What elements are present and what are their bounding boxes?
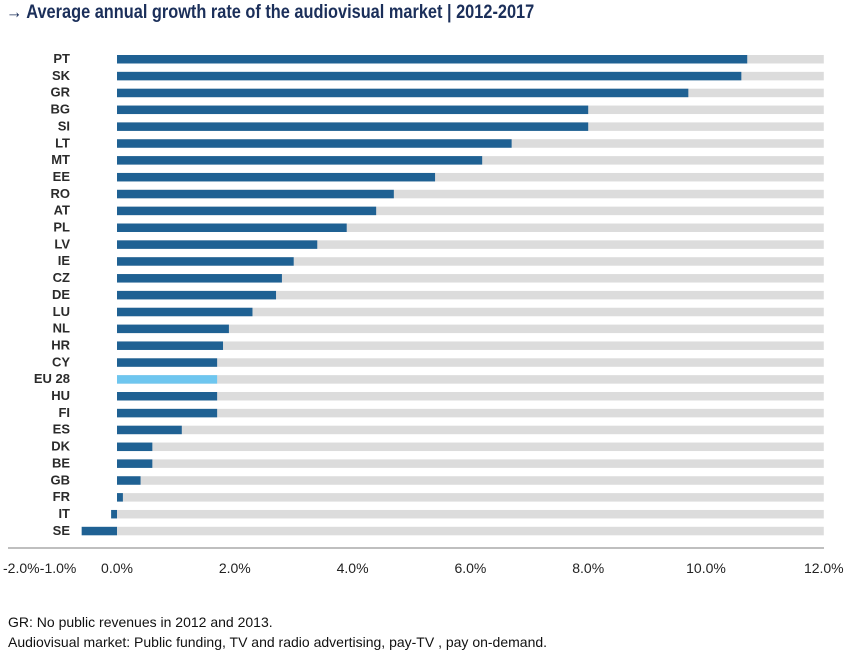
- x-tick-label: 0.0%: [101, 560, 133, 576]
- category-label-ro: RO: [51, 186, 71, 201]
- category-label-hr: HR: [51, 337, 70, 352]
- bar-fr: [117, 493, 123, 502]
- category-label-nl: NL: [53, 321, 70, 336]
- category-label-gr: GR: [51, 85, 71, 100]
- x-tick-label: 6.0%: [454, 560, 486, 576]
- track-se: [117, 526, 824, 536]
- footnotes: GR: No public revenues in 2012 and 2013.…: [8, 612, 547, 652]
- category-label-fr: FR: [53, 489, 71, 504]
- track-ee: [117, 172, 824, 182]
- category-label-eu-28: EU 28: [34, 371, 70, 386]
- category-label-mt: MT: [51, 152, 70, 167]
- category-label-pl: PL: [53, 220, 70, 235]
- category-label-lv: LV: [54, 236, 70, 251]
- bar-hu: [117, 392, 218, 401]
- bar-se: [81, 526, 117, 536]
- bar-si: [117, 122, 589, 131]
- category-label-ie: IE: [58, 253, 71, 268]
- track-eu-28: [117, 375, 824, 384]
- track-lu: [117, 307, 824, 317]
- x-tick-label: -1.0%: [40, 560, 77, 576]
- track-de: [117, 290, 824, 300]
- category-label-dk: DK: [51, 439, 70, 454]
- footnote-gr: GR: No public revenues in 2012 and 2013.: [8, 614, 273, 630]
- bar-ie: [117, 257, 294, 266]
- x-tick-label: 10.0%: [686, 560, 726, 576]
- bar-de: [117, 290, 277, 300]
- track-cy: [117, 358, 824, 367]
- category-label-se: SE: [53, 523, 71, 538]
- bar-mt: [117, 156, 483, 165]
- bar-be: [117, 459, 153, 468]
- bar-ro: [117, 189, 394, 199]
- bar-lv: [117, 240, 318, 249]
- category-label-hu: HU: [51, 388, 70, 403]
- bar-pt: [117, 55, 748, 64]
- bar-eu-28: [117, 375, 218, 384]
- x-tick-label: -2.0%: [3, 560, 40, 576]
- x-tick-label: 12.0%: [804, 560, 844, 576]
- category-label-es: ES: [53, 422, 71, 437]
- bar-it: [111, 509, 117, 519]
- track-lv: [117, 240, 824, 249]
- bar-cz: [117, 274, 282, 283]
- bar-dk: [117, 442, 153, 452]
- category-label-be: BE: [52, 455, 70, 470]
- x-tick-label: 4.0%: [337, 560, 369, 576]
- bar-lu: [117, 307, 253, 317]
- bar-at: [117, 206, 377, 216]
- track-cz: [117, 274, 824, 283]
- track-it: [117, 509, 824, 519]
- track-hr: [117, 341, 824, 350]
- category-label-it: IT: [58, 506, 70, 521]
- category-label-pt: PT: [53, 51, 70, 66]
- bar-cy: [117, 358, 218, 367]
- x-tick-label: 8.0%: [572, 560, 604, 576]
- category-label-de: DE: [52, 287, 70, 302]
- category-label-cz: CZ: [53, 270, 70, 285]
- x-tick-label: 2.0%: [219, 560, 251, 576]
- track-fr: [117, 493, 824, 502]
- track-ro: [117, 189, 824, 199]
- track-dk: [117, 442, 824, 452]
- category-label-lu: LU: [53, 304, 70, 319]
- track-be: [117, 459, 824, 468]
- x-tick-labels: -2.0% -1.0% 0.0% 2.0% 4.0% 6.0% 8.0% 10.0% 12.0%: [3, 560, 844, 576]
- category-label-at: AT: [54, 203, 70, 218]
- footnote-market-definition: Audiovisual market: Public funding, TV a…: [8, 634, 548, 650]
- bars: [81, 55, 748, 536]
- category-label-bg: BG: [51, 102, 71, 117]
- category-label-gb: GB: [51, 472, 71, 487]
- track-fi: [117, 408, 824, 418]
- bar-pl: [117, 223, 347, 232]
- bar-es: [117, 425, 182, 435]
- track-ie: [117, 257, 824, 266]
- bar-gr: [117, 88, 689, 98]
- category-label-fi: FI: [58, 405, 70, 420]
- bar-hr: [117, 341, 224, 350]
- bar-gb: [117, 476, 141, 485]
- chart-title: → Average annual growth rate of the audi…: [6, 2, 535, 23]
- bar-fi: [117, 408, 218, 418]
- track-at: [117, 206, 824, 216]
- bar-lt: [117, 139, 512, 148]
- bar-bg: [117, 105, 589, 115]
- bar-ee: [117, 172, 436, 182]
- track-hu: [117, 392, 824, 401]
- track-gb: [117, 476, 824, 485]
- category-label-ee: EE: [53, 169, 71, 184]
- bar-sk: [117, 71, 742, 81]
- category-label-si: SI: [58, 118, 70, 133]
- bar-nl: [117, 324, 229, 334]
- track-es: [117, 425, 824, 435]
- category-label-lt: LT: [55, 135, 70, 150]
- track-pl: [117, 223, 824, 232]
- category-label-cy: CY: [52, 354, 70, 369]
- track-nl: [117, 324, 824, 334]
- category-label-sk: SK: [52, 68, 71, 83]
